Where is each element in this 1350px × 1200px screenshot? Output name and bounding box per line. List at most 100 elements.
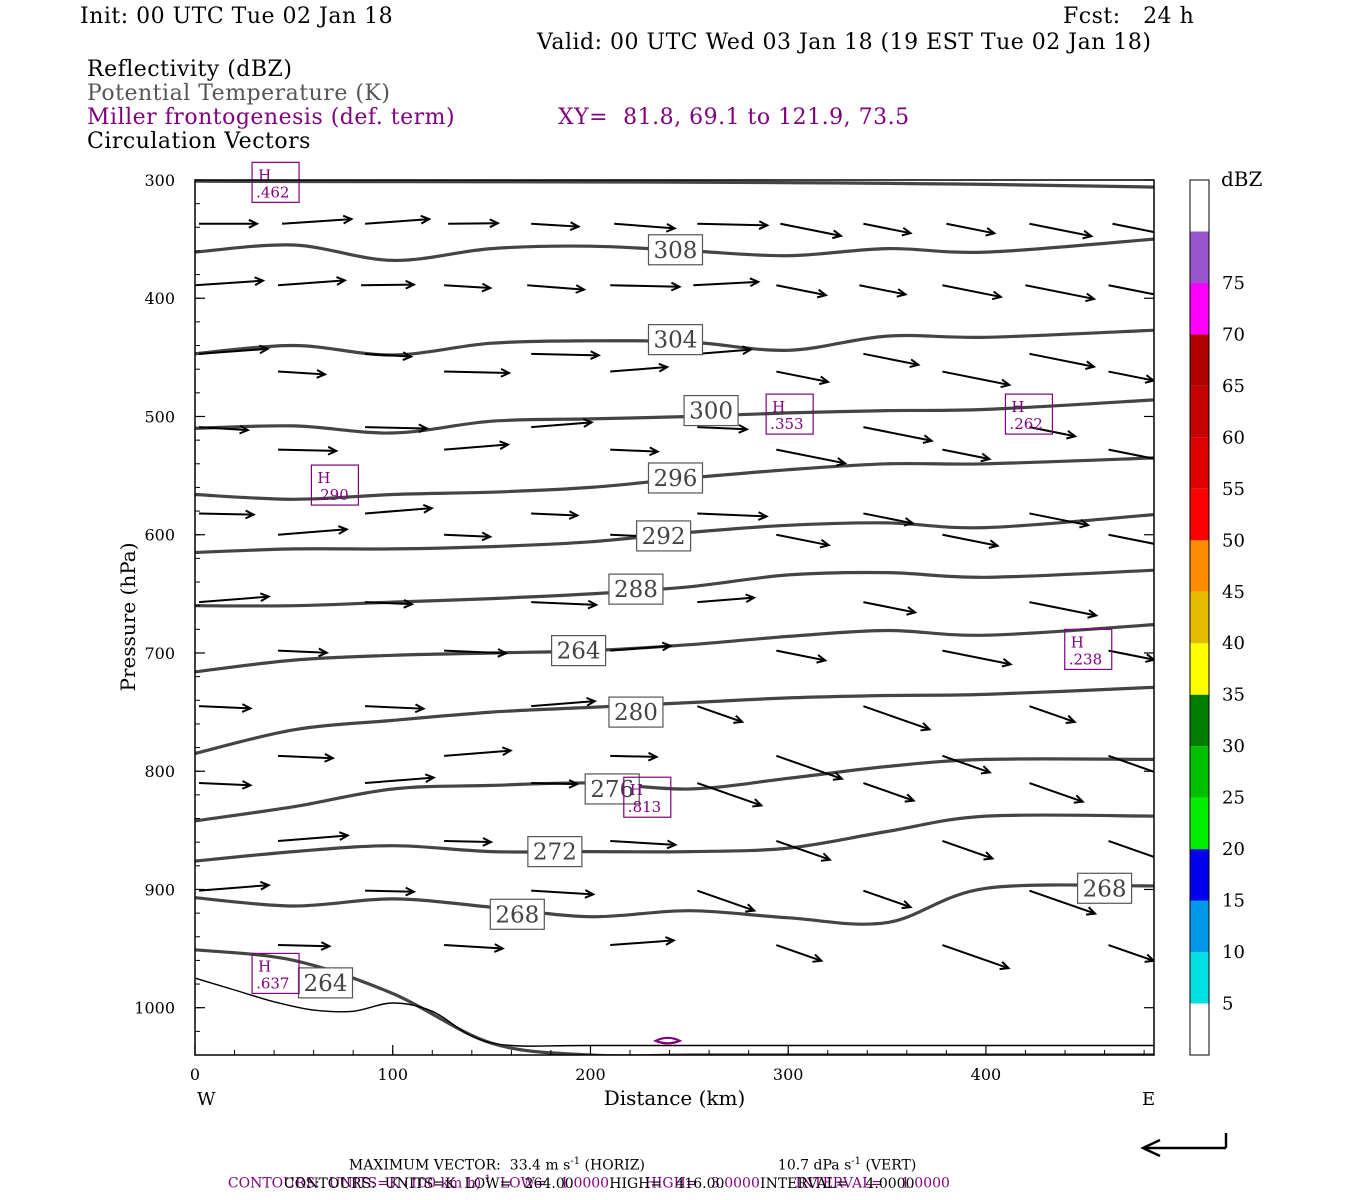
- colorbar-tick-label: 65: [1222, 376, 1245, 397]
- circulation-vector: [942, 840, 995, 861]
- colorbar-band: [1190, 746, 1209, 798]
- circulation-vector: [198, 703, 253, 713]
- svg-text:264: 264: [304, 971, 348, 997]
- circulation-vector: [776, 944, 824, 963]
- circulation-vector: [365, 214, 432, 225]
- colorbar-tick-label: 25: [1222, 788, 1245, 809]
- svg-text:.462: .462: [256, 183, 289, 201]
- circulation-vector: [277, 276, 348, 287]
- circulation-vector: [776, 754, 844, 781]
- svg-text:H: H: [630, 781, 643, 799]
- circulation-vector: [946, 222, 997, 237]
- circulation-vector: [199, 218, 260, 229]
- colorbar-tick-label: 5: [1222, 994, 1233, 1015]
- contours-theta-line: CONTOURS: UNITS=K LOW= 264.00 HIGH= 416.…: [284, 1176, 915, 1192]
- circulation-vector: [942, 533, 1000, 549]
- x-tick-label: 0: [190, 1065, 200, 1084]
- reference-vector-icon: [1140, 1133, 1228, 1158]
- circulation-vector: [527, 284, 587, 294]
- contours-frontogenesis-line: CONTOURS: UNITS=K (100 km h)-1 LOW= 1.00…: [219, 1158, 950, 1192]
- colorbar-band: [1190, 900, 1209, 953]
- colorbar-band: [1190, 591, 1209, 644]
- svg-text:.262: .262: [1009, 415, 1042, 433]
- svg-text:268: 268: [495, 902, 539, 928]
- circulation-vector: [365, 703, 426, 714]
- colorbar-tick-label: 30: [1222, 736, 1245, 757]
- svg-text:268: 268: [1083, 876, 1127, 902]
- theta-contour-312: [195, 180, 1154, 189]
- legend-reflectivity: Reflectivity (dBZ): [87, 57, 293, 82]
- colorbar-tick-label: 20: [1222, 839, 1245, 860]
- colorbar-band: [1190, 849, 1209, 901]
- circulation-vector: [863, 889, 913, 910]
- contour-label: 304: [647, 324, 704, 356]
- circulation-vector: [198, 344, 271, 355]
- circulation-vector: [444, 943, 505, 953]
- colorbar-unit: dBZ: [1221, 167, 1263, 191]
- y-tick-label: 500: [144, 407, 175, 426]
- x-end-label-west: W: [197, 1089, 216, 1110]
- circulation-vector: [610, 281, 682, 292]
- max-vector-vert-text: 10.7 dPa s: [777, 1157, 852, 1174]
- frontogenesis-maximum: H.262: [1004, 393, 1054, 435]
- contour-label: 264: [297, 967, 354, 999]
- circulation-vector: [365, 423, 430, 434]
- circulation-vector: [278, 753, 336, 763]
- circulation-vector: [942, 944, 1011, 971]
- contour-label: 264: [550, 635, 607, 667]
- colorbar-band: [1190, 540, 1209, 592]
- svg-text:.813: .813: [628, 798, 661, 816]
- frontogenesis-contour: [653, 1036, 683, 1045]
- circulation-vector: [198, 424, 251, 435]
- svg-text:300: 300: [689, 399, 733, 425]
- contours-purple-text: CONTOURS: UNITS=K (100 km h): [227, 1175, 482, 1192]
- circulation-vector: [1108, 840, 1154, 858]
- circulation-vector: [610, 362, 670, 373]
- contour-label: 276: [584, 773, 640, 805]
- frontogenesis-maximum: H.813: [623, 776, 672, 818]
- svg-text:H: H: [258, 166, 271, 184]
- y-tick-label: 900: [144, 880, 175, 899]
- frontogenesis-maximum: H.637: [251, 952, 300, 995]
- circulation-vector: [277, 369, 328, 379]
- colorbar-band: [1190, 1003, 1209, 1055]
- max-vector-horiz-text: MAXIMUM VECTOR: 33.4 m s: [348, 1157, 571, 1174]
- colorbar-tick-label: 10: [1222, 942, 1245, 963]
- colorbar-tick-label: 35: [1222, 685, 1245, 706]
- circulation-vector: [444, 746, 513, 757]
- circulation-vector: [365, 351, 414, 361]
- svg-text:304: 304: [654, 328, 698, 354]
- circulation-vector: [859, 284, 908, 298]
- circulation-vector: [531, 221, 581, 231]
- circulation-vector: [696, 782, 764, 808]
- svg-text:280: 280: [614, 700, 658, 726]
- circulation-vector: [610, 641, 673, 652]
- contour-label: 288: [608, 573, 664, 605]
- svg-text:H: H: [317, 469, 330, 487]
- x-end-label-east: E: [1142, 1089, 1155, 1110]
- circulation-vector: [776, 284, 829, 299]
- circulation-vector: [278, 647, 330, 658]
- svg-text:H: H: [1071, 633, 1084, 651]
- max-vector-vert-tail: (VERT): [861, 1157, 917, 1174]
- circulation-vector: [942, 370, 1012, 389]
- circulation-vector: [1029, 705, 1077, 724]
- circulation-vector: [444, 440, 511, 451]
- circulation-vector: [278, 445, 339, 456]
- colorbar-band: [1190, 694, 1209, 747]
- circulation-vector: [1112, 222, 1154, 234]
- circulation-vector: [1108, 448, 1154, 460]
- svg-text:H: H: [1011, 398, 1024, 416]
- colorbar-tick-label: 60: [1222, 427, 1245, 448]
- theta-contour-300: [195, 398, 1154, 435]
- colorbar-band: [1190, 952, 1209, 1004]
- svg-text:288: 288: [614, 577, 658, 603]
- circulation-vector: [531, 599, 599, 610]
- circulation-vector: [1025, 284, 1097, 303]
- circulation-vector: [531, 510, 580, 520]
- init-time: Init: 00 UTC Tue 02 Jan 18: [80, 4, 394, 29]
- circulation-vector: [942, 754, 992, 775]
- circulation-vector: [697, 593, 757, 604]
- circulation-vector: [942, 284, 1004, 301]
- y-tick-label: 800: [144, 762, 175, 781]
